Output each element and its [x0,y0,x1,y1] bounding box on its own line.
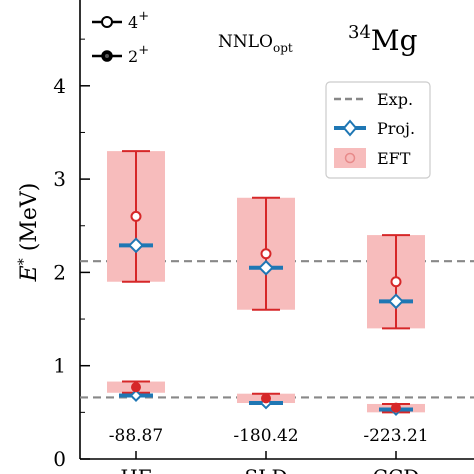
y-tick-label: 3 [53,167,66,191]
spin-legend: 4+ 2+ [92,9,149,66]
data-marks [119,150,413,416]
eft-open-circle [130,210,142,222]
eft-open-circle [260,248,272,260]
x-tick-label: SLD [244,465,287,474]
x-tick-label: HF [120,465,151,474]
legend-2plus-label: 2+ [128,43,149,66]
energy-label: -88.87 [109,426,163,446]
energy-label: -180.42 [233,426,298,446]
energy-label: -223.21 [363,426,428,446]
energy-labels: -88.87 -180.42 -223.21 [109,426,429,446]
legend-exp-label: Exp. [377,90,413,109]
legend-eft-label: EFT [377,149,411,168]
legend-eft-swatch [334,148,366,168]
legend-diamond-icon [342,119,358,137]
y-tick-label: 0 [53,447,66,471]
proj-diamond [128,237,144,254]
eft-filled-circle [261,393,271,404]
y-tick-label: 2 [53,260,66,284]
legend-4plus-label: 4+ [128,9,149,32]
proj-diamond [388,293,404,310]
y-tick-label: 1 [53,354,66,378]
y-axis-ticks: 0 1 2 3 4 [53,38,90,471]
proj-diamond [258,259,274,276]
y-tick-label: 4 [53,74,66,98]
legend-filled-circle-ring-icon [105,54,109,58]
eft-open-circle [390,276,402,288]
eft-filled-circle [391,402,401,413]
legend-proj-label: Proj. [377,119,415,138]
x-tick-label: CCD [373,465,420,474]
eft-filled-circle [131,382,141,393]
method-legend: Exp. Proj. EFT [325,81,431,179]
y-axis-title: E* (MeV) [16,183,42,283]
method-annotation: NNLOopt [218,32,293,55]
proj-diamond [129,389,143,402]
x-axis-ticks: HF SLD CCD [120,451,419,474]
nucleus-annotation: 34Mg [348,22,418,57]
legend-open-circle-icon [101,16,113,28]
legend-eft-circle-icon [344,152,356,164]
